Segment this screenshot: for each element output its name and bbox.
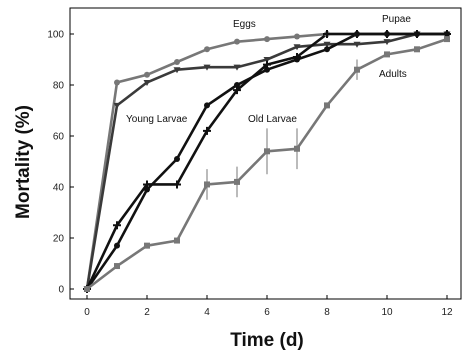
plot-frame	[69, 7, 462, 300]
series-labels-group: Eggs Pupae Young Larvae Old Larvae Adults	[126, 14, 411, 125]
old-larvae-data-point	[173, 180, 181, 189]
pupae-data-point	[264, 66, 270, 73]
y-tick-label: 0	[58, 285, 64, 296]
young-larvae-data-point	[353, 41, 361, 48]
old-larvae-annotation: Old Larvae	[248, 114, 297, 125]
pupae-data-point	[114, 242, 120, 249]
adults-data-point	[294, 145, 300, 152]
adults-data-point	[264, 148, 270, 155]
young-larvae-data-point	[323, 41, 331, 48]
y-tick-label: 60	[53, 132, 65, 143]
x-tick-label: 0	[84, 307, 90, 318]
old-larvae-data-point	[203, 126, 211, 135]
young-larvae-data-point	[203, 64, 211, 71]
x-axis-title: Time (d)	[230, 330, 304, 351]
adults-data-point	[144, 242, 150, 249]
pupae-annotation: Pupae	[382, 14, 411, 25]
y-tick-label: 40	[53, 183, 65, 194]
eggs-data-point	[234, 38, 240, 45]
eggs-data-point	[204, 46, 210, 53]
young-larvae-data-point	[173, 67, 181, 74]
young-larvae-data-point	[383, 39, 391, 46]
error-bars-group	[206, 59, 358, 200]
pupae-data-point	[324, 46, 330, 53]
eggs-data-point	[174, 59, 180, 66]
eggs-data-point	[264, 36, 270, 43]
adults-data-point	[324, 102, 330, 109]
old-larvae-data-point	[323, 30, 331, 38]
adults-data-point	[384, 51, 390, 58]
pupae-data-point	[294, 56, 300, 63]
old-larvae-data-point	[113, 221, 121, 230]
adults-data-point	[444, 36, 450, 43]
x-tick-label: 4	[204, 307, 210, 318]
young-larvae-annotation: Young Larvae	[126, 114, 188, 125]
x-tick-label: 8	[324, 307, 330, 318]
series-markers-group	[83, 30, 451, 293]
y-tick-label: 80	[53, 81, 65, 92]
x-tick-label: 6	[264, 307, 270, 318]
young-larvae-data-point	[263, 57, 271, 63]
adults-data-point	[354, 66, 360, 73]
eggs-data-point	[294, 33, 300, 40]
pupae-data-point	[144, 186, 150, 193]
pupae-data-point	[174, 155, 180, 162]
pupae-data-point	[204, 102, 210, 109]
young-larvae-data-point	[293, 44, 301, 51]
y-tick-label: 20	[53, 234, 65, 245]
x-tick-label: 2	[144, 307, 150, 318]
axes-group: 0 20 40 60 80 100 0 2 4 6 8 10 12	[47, 7, 462, 318]
eggs-annotation: Eggs	[233, 19, 256, 30]
young-larvae-data-point	[143, 79, 151, 86]
pupae-data-point	[354, 31, 360, 37]
adults-data-point	[234, 178, 240, 185]
y-axis-title: Mortality (%)	[13, 105, 34, 219]
adults-data-point	[204, 181, 210, 188]
adults-data-point	[114, 263, 120, 270]
x-tick-label: 12	[441, 307, 453, 318]
adults-data-point	[414, 46, 420, 53]
pupae-data-point	[444, 31, 450, 37]
pupae-data-point	[234, 82, 240, 88]
adults-data-point	[84, 286, 90, 292]
adults-data-point	[174, 237, 180, 244]
eggs-data-point	[144, 71, 150, 78]
pupae-data-point	[384, 31, 390, 37]
x-tick-label: 10	[381, 307, 393, 318]
adults-annotation: Adults	[379, 69, 407, 80]
young-larvae-data-point	[113, 102, 121, 109]
young-larvae-data-point	[233, 64, 241, 71]
eggs-data-point	[114, 79, 120, 86]
pupae-data-point	[414, 31, 420, 37]
y-tick-label: 100	[47, 30, 64, 41]
